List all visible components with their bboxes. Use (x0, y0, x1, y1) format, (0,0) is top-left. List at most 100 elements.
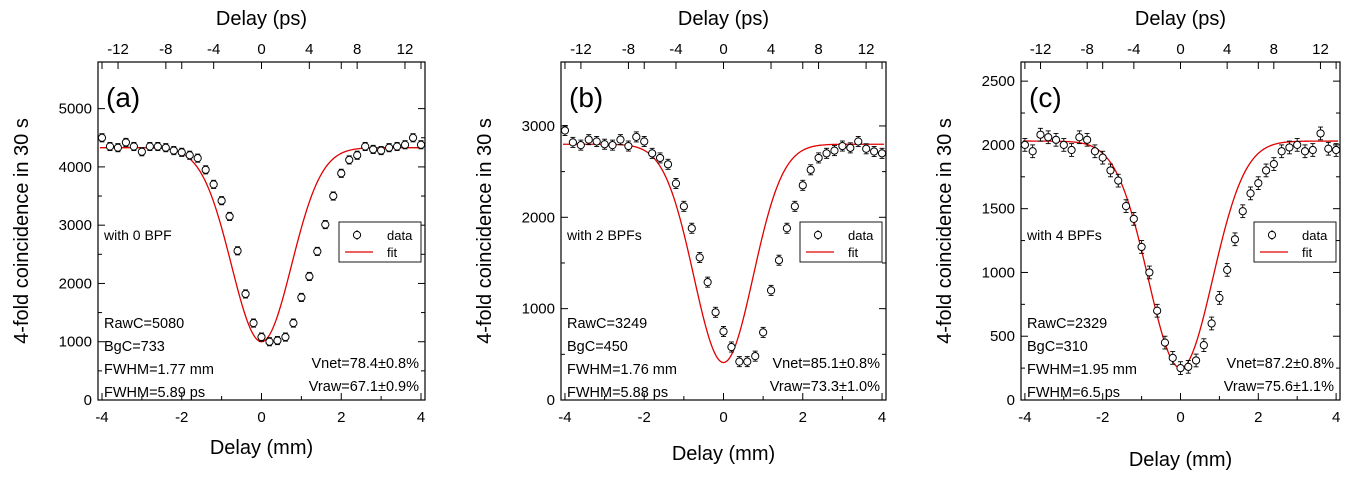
data-point-c (1285, 143, 1294, 152)
x-tick-label-c: -2 (1096, 409, 1109, 426)
data-point-c (1160, 338, 1170, 347)
data-point-b (695, 253, 704, 262)
legend-fit-label-a: fit (387, 245, 398, 260)
data-point-a (105, 142, 115, 151)
data-point-c (1051, 135, 1061, 144)
data-point-a (265, 337, 274, 346)
stats-left-c: FWHM=6.5 ps (1027, 385, 1120, 401)
x-tick-label-a: 0 (257, 409, 265, 426)
data-point-a (416, 140, 426, 149)
data-point-c (1145, 268, 1154, 277)
top-tick-label-c: -8 (1081, 41, 1094, 58)
legend-data-label-c: data (1302, 228, 1328, 243)
y-tick-label-c: 1500 (982, 201, 1015, 218)
x-axis-title-a: Delay (mm) (210, 437, 313, 459)
top-tick-label-b: 4 (767, 41, 775, 58)
chart-panel-c: -4 -2 0 2 4 -12 -8 -4 0 4 8 12 0 500 1000 1500 2000 2500 D… (914, 0, 1354, 472)
data-point-b (735, 357, 744, 366)
top-axis-title-a: Delay (ps) (216, 8, 307, 30)
data-point-a (161, 143, 170, 152)
data-point-a (201, 165, 210, 174)
stats-right-b: Vraw=73.3±1.0% (770, 379, 880, 395)
data-point-b (655, 153, 665, 163)
top-axis-title-b: Delay (ps) (678, 8, 769, 30)
stats-left-a: RawC=5080 (104, 316, 184, 332)
top-tick-label-c: -4 (1127, 41, 1140, 58)
data-point-a (377, 146, 386, 155)
y-tick-label-a: 2000 (59, 275, 92, 292)
top-tick-label-c: 0 (1176, 41, 1184, 58)
data-point-b (687, 224, 696, 233)
top-axis-title-c: Delay (ps) (1135, 8, 1226, 30)
data-point-a (153, 142, 162, 151)
data-point-b (759, 328, 768, 337)
stats-left-b: BgC=450 (567, 339, 628, 355)
x-tick-label-c: -4 (1018, 409, 1031, 426)
legend-fit-label-b: fit (848, 245, 859, 260)
top-tick-label-b: -4 (669, 41, 682, 58)
data-point-a (233, 246, 242, 255)
y-tick-label-a: 0 (84, 392, 92, 409)
legend-box-a (338, 221, 422, 263)
data-point-b (568, 138, 577, 147)
top-tick-label-a: 8 (353, 41, 361, 58)
data-point-b (870, 147, 879, 156)
data-point-b (877, 149, 887, 158)
panel-label-c: (c) (1029, 82, 1062, 113)
y-tick-label-b: 2000 (522, 209, 555, 226)
stats-right-a: Vraw=67.1±0.9% (309, 379, 419, 395)
data-point-a (177, 148, 186, 157)
data-point-c (1090, 147, 1100, 156)
data-point-b (560, 126, 570, 135)
y-tick-label-c: 0 (1007, 392, 1015, 409)
data-point-b (782, 224, 792, 233)
legend-fit-label-c: fit (1302, 245, 1313, 260)
top-tick-label-a: -12 (107, 41, 129, 58)
legend-data-marker-a (352, 230, 362, 240)
data-point-b (798, 181, 807, 190)
data-point-c (1316, 129, 1325, 138)
data-point-c (1277, 147, 1286, 156)
data-point-a (361, 142, 370, 151)
y-axis-title-b: 4-fold coincidence in 30 s (474, 118, 496, 344)
data-point-b (766, 286, 776, 295)
data-point-a (313, 247, 322, 256)
legend-data-marker-b (813, 230, 823, 240)
data-point-a (329, 191, 338, 201)
panel-label-a: (a) (106, 82, 140, 113)
data-point-a (193, 154, 202, 163)
top-tick-label-a: -8 (159, 41, 172, 58)
data-point-c (1067, 145, 1076, 155)
data-point-a (113, 143, 123, 152)
panel-label-b: (b) (569, 82, 603, 113)
y-tick-label-a: 5000 (59, 101, 92, 118)
legend-data-marker-c (1267, 230, 1277, 240)
chart-a: -4 -2 0 2 4-12 -8 -4 0 4 8 12010002000300040005000… (11, 8, 426, 459)
data-point-b (711, 308, 720, 317)
stats-left-b: RawC=3249 (567, 316, 647, 332)
top-tick-label-a: -4 (207, 41, 220, 58)
data-point-a (217, 196, 226, 205)
top-tick-label-c: 8 (1270, 41, 1278, 58)
data-point-c (1098, 153, 1107, 162)
legend-box-b (799, 221, 883, 263)
data-point-a (353, 151, 362, 160)
data-point-b (727, 342, 736, 352)
fit-curve-a (99, 147, 424, 343)
x-tick-label-b: 4 (878, 409, 886, 426)
data-point-a (400, 140, 410, 149)
x-tick-label-c: 4 (1332, 409, 1340, 426)
data-point-a (145, 142, 154, 151)
stats-left-a: BgC=733 (104, 339, 165, 355)
data-point-c (1254, 179, 1263, 188)
data-point-a (249, 318, 258, 328)
data-point-a (273, 336, 282, 345)
chart-c: -4 -2 0 2 4-12 -8 -4 0 4 8 1205001000150020002500D… (934, 8, 1341, 471)
top-tick-label-b: 12 (858, 41, 875, 58)
data-point-c (1106, 166, 1115, 175)
x-axis-title-c: Delay (mm) (1129, 449, 1232, 471)
top-tick-label-c: 12 (1312, 41, 1329, 58)
stats-left-c: BgC=310 (1027, 339, 1088, 355)
legend-data-label-b: data (848, 228, 874, 243)
top-tick-label-a: 0 (257, 41, 265, 58)
